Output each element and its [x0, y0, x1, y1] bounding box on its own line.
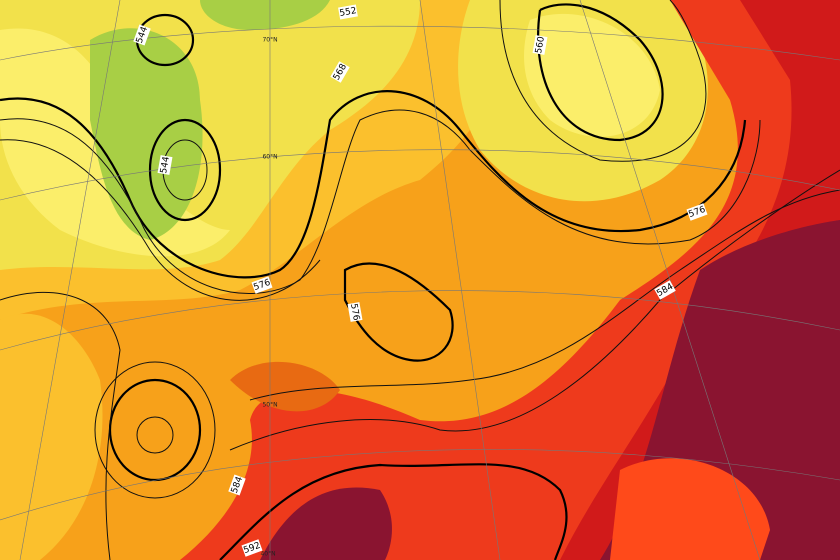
label-box	[654, 280, 676, 300]
contour-label: 544	[133, 24, 151, 46]
contour-value: 560	[534, 35, 547, 54]
label-box	[532, 35, 548, 55]
contour-label: 592	[241, 539, 263, 557]
contour	[148, 118, 222, 222]
contour	[219, 463, 568, 560]
contour-label: 576	[347, 302, 363, 322]
contour	[537, 3, 664, 142]
label-box	[347, 302, 363, 322]
label-box	[251, 276, 273, 294]
contour	[94, 361, 216, 499]
contour-label: 576	[686, 203, 708, 221]
contour-label: 576	[251, 276, 273, 294]
contour	[0, 139, 321, 301]
latitude-label: 40°N	[260, 551, 275, 558]
contour	[249, 189, 840, 401]
contour	[499, 0, 707, 162]
label-box	[228, 474, 246, 496]
contour	[0, 109, 761, 294]
contour	[136, 416, 174, 454]
label-box	[241, 539, 263, 557]
contour-label: 560	[532, 35, 548, 55]
contour-label: 552	[338, 4, 358, 20]
latitude-label: 50°N	[262, 402, 277, 409]
contour-label: 584	[228, 474, 246, 496]
contour-value: 552	[339, 6, 358, 19]
contour	[0, 90, 747, 279]
label-box	[330, 61, 350, 83]
contour-label: 544	[157, 155, 173, 175]
label-box	[686, 203, 708, 221]
contour	[343, 262, 454, 362]
contour-value: 544	[159, 155, 172, 174]
contour	[0, 291, 121, 560]
latitude-label: 70°N	[262, 37, 277, 44]
contour-value: 576	[348, 303, 361, 322]
contour	[229, 169, 840, 451]
label-box	[157, 155, 173, 175]
label-box	[133, 24, 151, 46]
label-box	[338, 4, 358, 20]
latitude-label: 60°N	[262, 154, 277, 161]
